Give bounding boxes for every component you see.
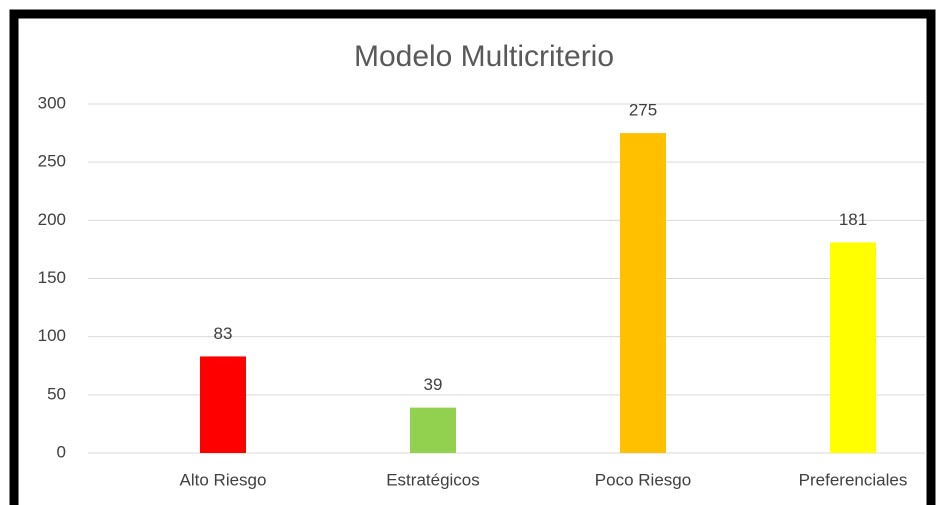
x-tick-label: Estratégicos — [386, 470, 480, 489]
y-tick-label: 150 — [38, 268, 66, 287]
x-tick-label: Preferenciales — [799, 470, 908, 489]
y-tick-label: 0 — [57, 442, 66, 461]
data-label: 39 — [424, 375, 443, 394]
data-label: 275 — [629, 101, 657, 120]
x-tick-label: Alto Riesgo — [180, 470, 267, 489]
bar — [620, 133, 666, 454]
bar — [830, 242, 876, 453]
y-tick-label: 50 — [47, 384, 66, 403]
frame — [9, 9, 936, 505]
data-label: 83 — [214, 324, 233, 343]
bar — [410, 407, 456, 453]
chart-title: Modelo Multicriterio — [354, 40, 614, 73]
y-tick-label: 250 — [38, 152, 66, 171]
y-tick-label: 200 — [38, 210, 66, 229]
y-tick-label: 100 — [38, 326, 66, 345]
x-tick-label: Poco Riesgo — [595, 470, 691, 489]
y-tick-label: 300 — [38, 93, 66, 112]
data-label: 181 — [839, 210, 867, 229]
bar — [200, 356, 246, 453]
